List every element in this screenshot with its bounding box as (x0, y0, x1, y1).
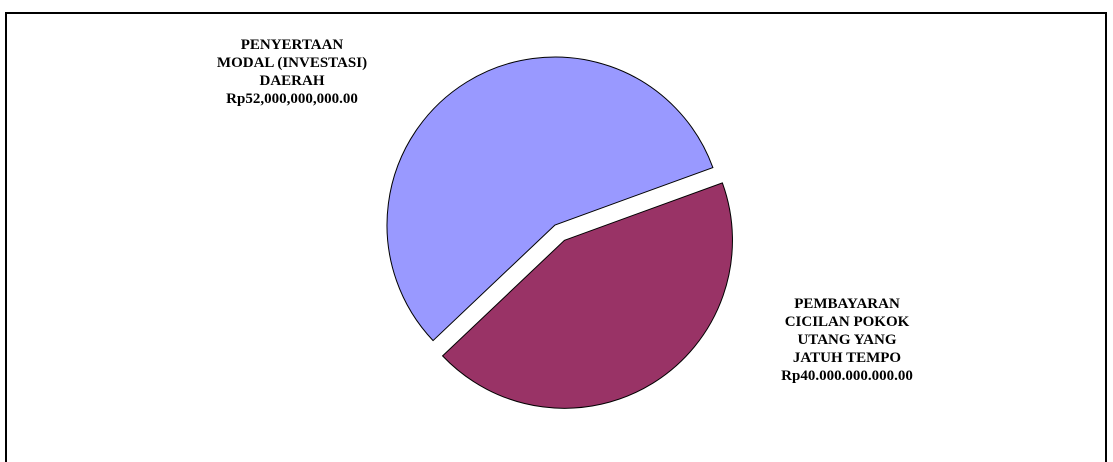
slice-value-label: Rp40.000.000.000.00 (781, 368, 913, 384)
slice-value-label: Rp52,000,000,000.00 (226, 91, 358, 107)
slice-label-line: CICILAN POKOK (784, 314, 910, 330)
slice-label-line: UTANG YANG (797, 332, 897, 348)
chart-frame (5, 12, 1107, 462)
slice-label-line: MODAL (INVESTASI) (216, 55, 368, 71)
slice-label-line: DAERAH (259, 73, 325, 89)
slice-label-line: PENYERTAAN (240, 37, 344, 53)
pie-slice-0 (386, 56, 714, 342)
slice-label-line: JATUH TEMPO (792, 350, 902, 366)
pie-chart (386, 56, 733, 409)
slice-label-line: PEMBAYARAN (794, 296, 900, 312)
slice-label-pembayaran-cicilan: PEMBAYARAN CICILAN POKOK UTANG YANG JATU… (727, 295, 967, 385)
slice-label-penyertaan-modal: PENYERTAAN MODAL (INVESTASI) DAERAH Rp52… (177, 36, 407, 108)
pie-slice-1 (441, 182, 733, 409)
